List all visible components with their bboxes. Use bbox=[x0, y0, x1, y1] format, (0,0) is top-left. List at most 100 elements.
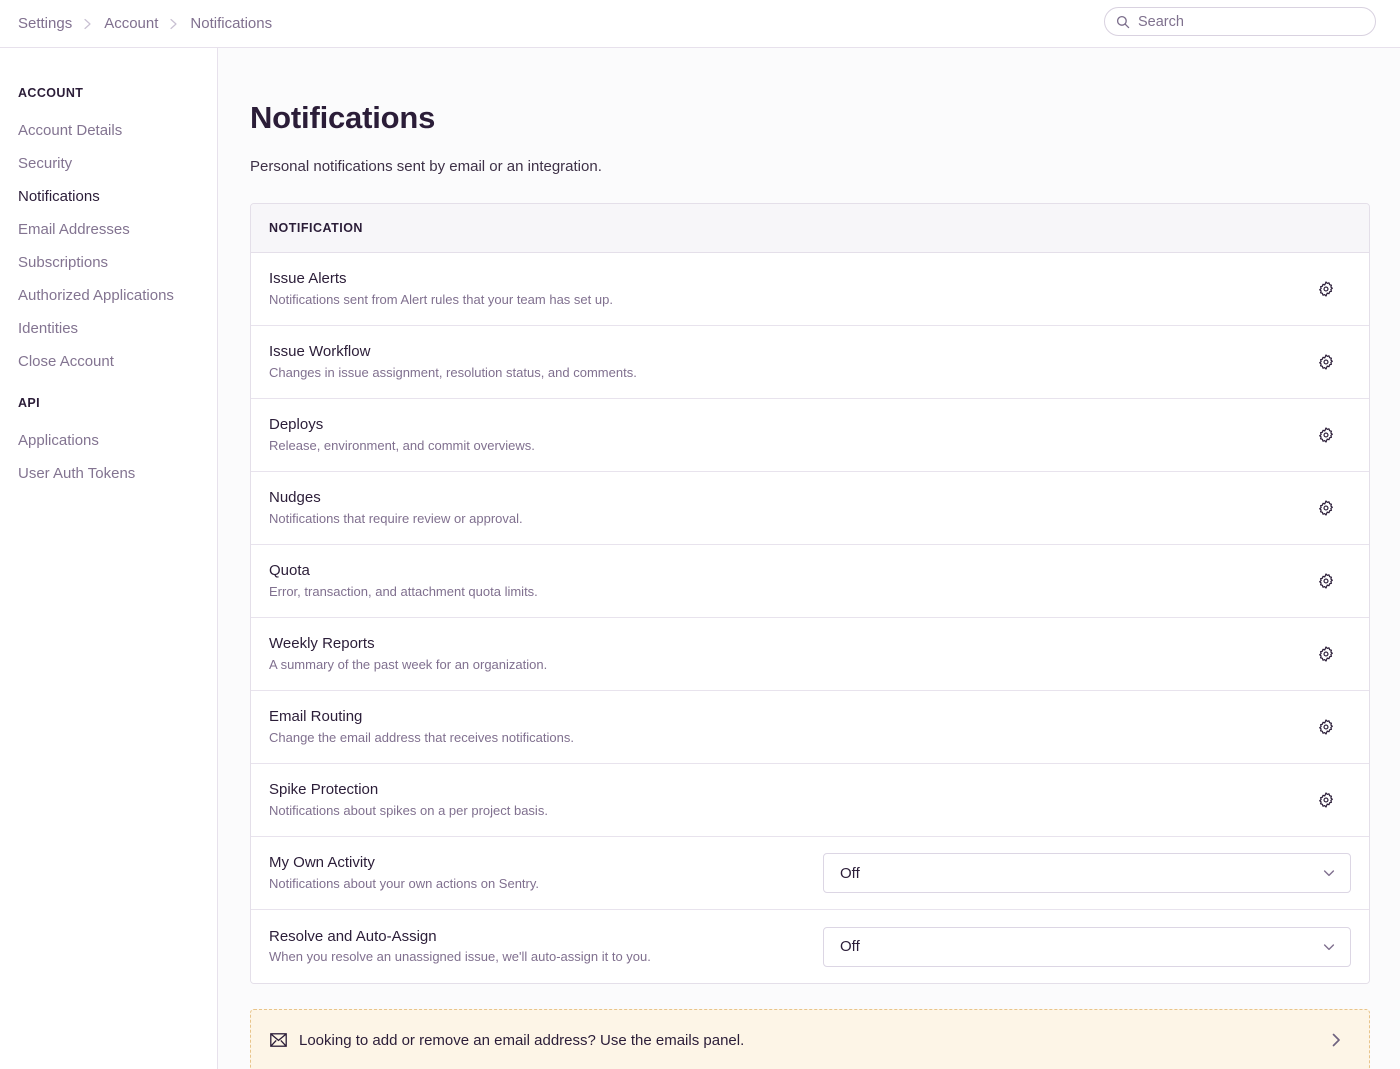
row-description: A summary of the past week for an organi… bbox=[269, 656, 548, 672]
row-text: Nudges Notifications that require review… bbox=[269, 489, 1315, 527]
row-control: Off bbox=[823, 926, 1351, 967]
gear-icon[interactable] bbox=[1315, 351, 1337, 373]
search-box[interactable] bbox=[1104, 7, 1376, 36]
settings-sidebar: ACCOUNT Account Details Security Notific… bbox=[0, 48, 218, 1069]
top-header-bar: Settings Account Notifications bbox=[0, 0, 1400, 48]
emails-panel-banner[interactable]: Looking to add or remove an email addres… bbox=[250, 1009, 1370, 1069]
notifications-panel: NOTIFICATION Issue Alerts Notifications … bbox=[250, 203, 1370, 984]
table-row: Quota Error, transaction, and attachment… bbox=[251, 545, 1369, 618]
chevron-down-icon bbox=[1322, 940, 1336, 954]
row-text: Quota Error, transaction, and attachment… bbox=[269, 562, 1315, 600]
row-description: Release, environment, and commit overvie… bbox=[269, 437, 535, 453]
row-description: Notifications about spikes on a per proj… bbox=[269, 802, 548, 818]
gear-icon[interactable] bbox=[1315, 278, 1337, 300]
gear-icon[interactable] bbox=[1315, 643, 1337, 665]
sidebar-item-user-auth-tokens[interactable]: User Auth Tokens bbox=[18, 465, 136, 482]
row-description: When you resolve an unassigned issue, we… bbox=[269, 949, 651, 965]
row-control bbox=[1315, 497, 1351, 519]
row-title: Quota bbox=[269, 562, 310, 579]
row-description: Changes in issue assignment, resolution … bbox=[269, 364, 637, 380]
row-title: Deploys bbox=[269, 416, 324, 433]
chevron-down-icon bbox=[1322, 866, 1336, 880]
row-text: Resolve and Auto-Assign When you resolve… bbox=[269, 928, 823, 966]
row-title: Email Routing bbox=[269, 708, 363, 725]
nav-heading-account: ACCOUNT bbox=[18, 86, 84, 100]
column-header-notification: NOTIFICATION bbox=[269, 221, 363, 235]
row-control bbox=[1315, 278, 1351, 300]
row-control bbox=[1315, 643, 1351, 665]
row-title: Issue Alerts bbox=[269, 270, 347, 287]
table-row: Weekly Reports A summary of the past wee… bbox=[251, 618, 1369, 691]
breadcrumb-item-settings[interactable]: Settings bbox=[18, 15, 73, 32]
breadcrumb-item-account[interactable]: Account bbox=[104, 15, 159, 32]
select-value: Off bbox=[840, 938, 860, 955]
resolve-auto-assign-select[interactable]: Off bbox=[823, 926, 1351, 967]
gear-icon[interactable] bbox=[1315, 716, 1337, 738]
row-title: Spike Protection bbox=[269, 781, 379, 798]
table-row: Email Routing Change the email address t… bbox=[251, 691, 1369, 764]
sidebar-item-authorized-applications[interactable]: Authorized Applications bbox=[18, 287, 174, 304]
row-control bbox=[1315, 789, 1351, 811]
table-row: My Own Activity Notifications about your… bbox=[251, 837, 1369, 910]
breadcrumb-chevron-icon bbox=[83, 18, 93, 30]
sidebar-item-close-account[interactable]: Close Account bbox=[18, 353, 114, 370]
nav-group-api: API Applications User Auth Tokens bbox=[18, 396, 217, 490]
row-title: Issue Workflow bbox=[269, 343, 371, 360]
gear-icon[interactable] bbox=[1315, 789, 1337, 811]
row-control: Off bbox=[823, 853, 1351, 893]
nav-heading-api: API bbox=[18, 396, 41, 410]
row-title: Resolve and Auto-Assign bbox=[269, 927, 437, 945]
mail-icon bbox=[269, 1031, 287, 1049]
table-row: Nudges Notifications that require review… bbox=[251, 472, 1369, 545]
banner-text: Looking to add or remove an email addres… bbox=[299, 1031, 745, 1049]
sidebar-item-security[interactable]: Security bbox=[18, 155, 73, 172]
row-control bbox=[1315, 424, 1351, 446]
search-icon bbox=[1115, 14, 1131, 30]
gear-icon[interactable] bbox=[1315, 424, 1337, 446]
sidebar-item-subscriptions[interactable]: Subscriptions bbox=[18, 254, 109, 271]
select-value: Off bbox=[840, 864, 860, 882]
breadcrumb-chevron-icon-2 bbox=[169, 18, 179, 30]
row-description: Notifications sent from Alert rules that… bbox=[269, 291, 613, 307]
sidebar-item-identities[interactable]: Identities bbox=[18, 320, 79, 337]
row-control bbox=[1315, 570, 1351, 592]
table-row: Deploys Release, environment, and commit… bbox=[251, 399, 1369, 472]
gear-icon[interactable] bbox=[1315, 570, 1337, 592]
breadcrumb: Settings Account Notifications bbox=[18, 15, 272, 32]
row-description: Notifications about your own actions on … bbox=[269, 875, 540, 891]
chevron-right-icon[interactable] bbox=[1329, 1031, 1343, 1049]
table-row: Issue Alerts Notifications sent from Ale… bbox=[251, 253, 1369, 326]
row-title: My Own Activity bbox=[269, 854, 375, 871]
sidebar-item-notifications[interactable]: Notifications bbox=[18, 188, 100, 205]
search-input[interactable] bbox=[1138, 13, 1365, 30]
row-title: Weekly Reports bbox=[269, 635, 375, 652]
row-text: Issue Workflow Changes in issue assignme… bbox=[269, 343, 1315, 381]
gear-icon[interactable] bbox=[1315, 497, 1337, 519]
table-row: Issue Workflow Changes in issue assignme… bbox=[251, 326, 1369, 399]
row-description: Notifications that require review or app… bbox=[269, 510, 523, 526]
row-text: Deploys Release, environment, and commit… bbox=[269, 416, 1315, 454]
sidebar-item-account-details[interactable]: Account Details bbox=[18, 122, 123, 139]
table-row: Spike Protection Notifications about spi… bbox=[251, 764, 1369, 837]
my-own-activity-select[interactable]: Off bbox=[823, 853, 1351, 893]
row-text: My Own Activity Notifications about your… bbox=[269, 854, 823, 892]
row-description: Error, transaction, and attachment quota… bbox=[269, 583, 538, 599]
panel-header: NOTIFICATION bbox=[251, 204, 1369, 253]
row-text: Spike Protection Notifications about spi… bbox=[269, 781, 1315, 819]
row-text: Weekly Reports A summary of the past wee… bbox=[269, 635, 1315, 673]
nav-group-account: ACCOUNT Account Details Security Notific… bbox=[18, 86, 217, 378]
table-row: Resolve and Auto-Assign When you resolve… bbox=[251, 910, 1369, 983]
row-control bbox=[1315, 716, 1351, 738]
page-title: Notifications bbox=[250, 100, 436, 135]
row-text: Issue Alerts Notifications sent from Ale… bbox=[269, 270, 1315, 308]
page-body: ACCOUNT Account Details Security Notific… bbox=[0, 48, 1400, 1069]
page-subtitle: Personal notifications sent by email or … bbox=[250, 158, 602, 175]
row-text: Email Routing Change the email address t… bbox=[269, 708, 1315, 746]
row-title: Nudges bbox=[269, 489, 321, 506]
row-description: Change the email address that receives n… bbox=[269, 729, 574, 745]
sidebar-item-applications[interactable]: Applications bbox=[18, 432, 99, 449]
breadcrumb-item-notifications[interactable]: Notifications bbox=[190, 15, 273, 32]
main-content: Notifications Personal notifications sen… bbox=[218, 48, 1400, 1069]
row-control bbox=[1315, 351, 1351, 373]
sidebar-item-email-addresses[interactable]: Email Addresses bbox=[18, 221, 130, 238]
